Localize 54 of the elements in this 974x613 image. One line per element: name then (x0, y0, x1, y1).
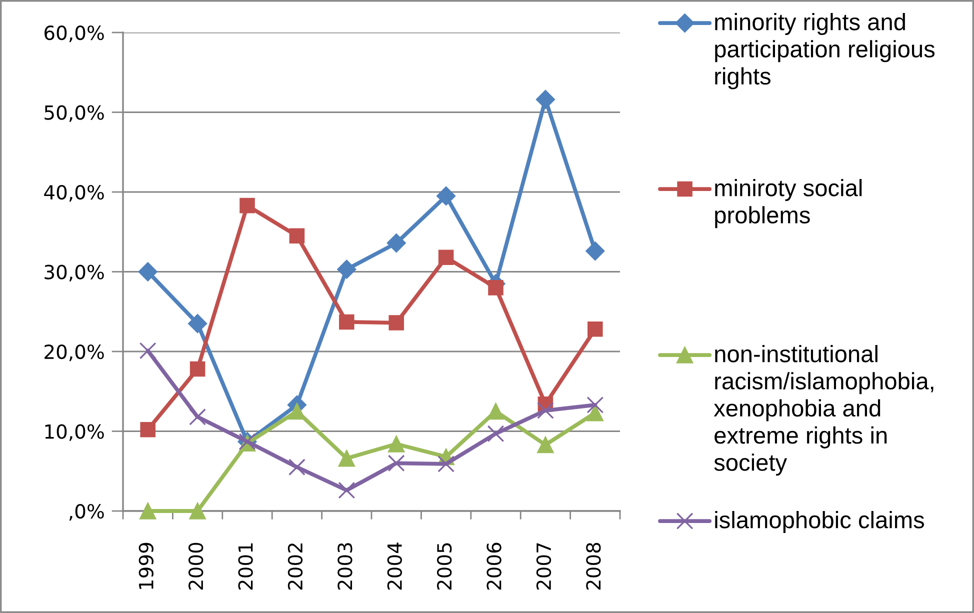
point (438, 455, 455, 472)
legend-label: islamophobic claims (715, 511, 924, 534)
legend-label: minority rights and participation religious rights (715, 13, 935, 90)
y-tick-label: 30,0% (44, 264, 104, 282)
point (536, 90, 555, 110)
point (487, 425, 504, 442)
point (586, 396, 604, 414)
x-tick-label: 2000 (188, 542, 204, 590)
point (536, 402, 554, 419)
point (588, 322, 603, 337)
point (338, 482, 356, 499)
x-tick-label: 2001 (238, 543, 253, 590)
legend-label: non-institutional racism/islamophobia, xenophobia and extreme rights in society (714, 345, 934, 476)
x-tick-label: 1999 (138, 542, 154, 589)
point (339, 314, 354, 330)
y-tick-label: ,0% (69, 504, 104, 521)
point (388, 454, 405, 472)
legend-label: miniroty social problems (715, 179, 862, 228)
point (288, 458, 306, 476)
point (438, 250, 454, 266)
x-tick-label: 2007 (536, 543, 552, 590)
y-tick-label: 60,0% (44, 25, 104, 42)
point (140, 502, 156, 520)
point (338, 450, 355, 467)
point (537, 436, 554, 454)
point (140, 422, 156, 438)
point (386, 234, 406, 253)
x-tick-label: 2002 (288, 544, 303, 590)
point (488, 280, 504, 296)
x-tick-label: 2005 (436, 543, 452, 590)
point (586, 241, 605, 261)
point (388, 436, 405, 452)
y-tick-label: 20,0% (44, 344, 104, 362)
x-tick-label: 2003 (338, 543, 352, 590)
point (189, 408, 206, 426)
x-tick-label: 2008 (586, 542, 601, 590)
point (240, 198, 255, 214)
point (190, 361, 206, 377)
x-tick-label: 2004 (387, 542, 402, 590)
point (436, 186, 456, 206)
point (189, 502, 206, 520)
y-tick-label: 50,0% (44, 105, 104, 122)
point (139, 342, 156, 360)
x-tick-label: 2006 (486, 542, 502, 590)
point (288, 402, 306, 420)
point (337, 260, 356, 279)
y-tick-label: 10,0% (45, 424, 104, 441)
point (487, 402, 504, 420)
point (388, 315, 404, 330)
point (289, 228, 305, 244)
point (188, 314, 208, 334)
point (138, 262, 158, 282)
y-tick-label: 40,0% (44, 184, 104, 202)
point (586, 404, 604, 422)
